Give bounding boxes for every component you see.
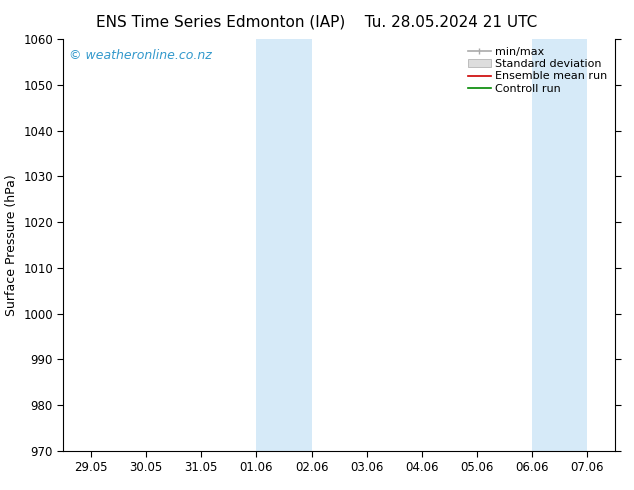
Y-axis label: Surface Pressure (hPa): Surface Pressure (hPa) <box>4 174 18 316</box>
Bar <box>533 39 588 451</box>
Legend: min/max, Standard deviation, Ensemble mean run, Controll run: min/max, Standard deviation, Ensemble me… <box>466 45 609 96</box>
Text: © weatheronline.co.nz: © weatheronline.co.nz <box>69 49 212 63</box>
Text: ENS Time Series Edmonton (IAP)    Tu. 28.05.2024 21 UTC: ENS Time Series Edmonton (IAP) Tu. 28.05… <box>96 15 538 30</box>
Bar <box>256 39 312 451</box>
